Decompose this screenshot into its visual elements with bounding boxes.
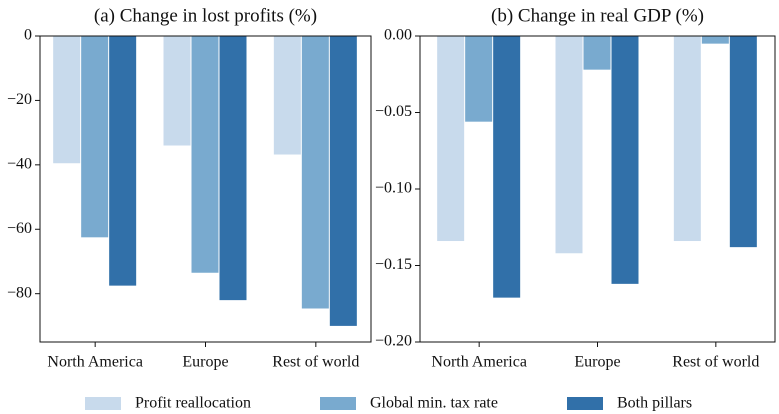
- bar: [191, 36, 219, 273]
- legend-swatch: [567, 397, 603, 410]
- bar: [301, 36, 329, 309]
- bar: [493, 36, 521, 298]
- x-tick-label: Rest of world: [672, 354, 759, 371]
- bar: [555, 36, 583, 254]
- bar: [109, 36, 137, 286]
- bar: [437, 36, 465, 242]
- y-tick-label: 0: [24, 27, 32, 44]
- y-tick-label: −80: [7, 284, 32, 301]
- bar: [219, 36, 247, 301]
- y-tick-label: −0.05: [375, 103, 412, 120]
- bar: [465, 36, 493, 122]
- y-tick-label: −0.20: [375, 333, 412, 350]
- x-tick-label: Europe: [574, 354, 620, 371]
- chart-title: (a) Change in lost profits (%): [94, 5, 317, 26]
- bar: [673, 36, 701, 242]
- bar: [163, 36, 191, 146]
- bar: [329, 36, 357, 326]
- x-tick-label: North America: [47, 354, 143, 371]
- x-tick-label: Rest of world: [272, 354, 359, 371]
- legend-label: Profit reallocation: [135, 395, 251, 412]
- chart-title: (b) Change in real GDP (%): [491, 5, 704, 26]
- bar: [701, 36, 729, 44]
- y-tick-label: −0.15: [375, 256, 412, 273]
- y-tick-label: −0.10: [375, 180, 412, 197]
- y-tick-label: 0.00: [384, 27, 412, 44]
- y-tick-label: −60: [7, 220, 32, 237]
- plot-frame: [419, 35, 776, 343]
- plot-frame: [39, 35, 372, 343]
- bar: [81, 36, 109, 238]
- legend-swatch: [85, 397, 121, 410]
- y-tick-label: −20: [7, 91, 32, 108]
- legend-label: Both pillars: [617, 395, 692, 412]
- bar: [53, 36, 81, 164]
- bar: [273, 36, 301, 155]
- x-tick-label: Europe: [182, 354, 228, 371]
- bar: [729, 36, 757, 248]
- x-tick-label: North America: [431, 354, 527, 371]
- legend-swatch: [320, 397, 356, 410]
- bar: [611, 36, 639, 284]
- y-tick-label: −40: [7, 156, 32, 173]
- bar: [583, 36, 611, 70]
- legend-label: Global min. tax rate: [370, 395, 498, 412]
